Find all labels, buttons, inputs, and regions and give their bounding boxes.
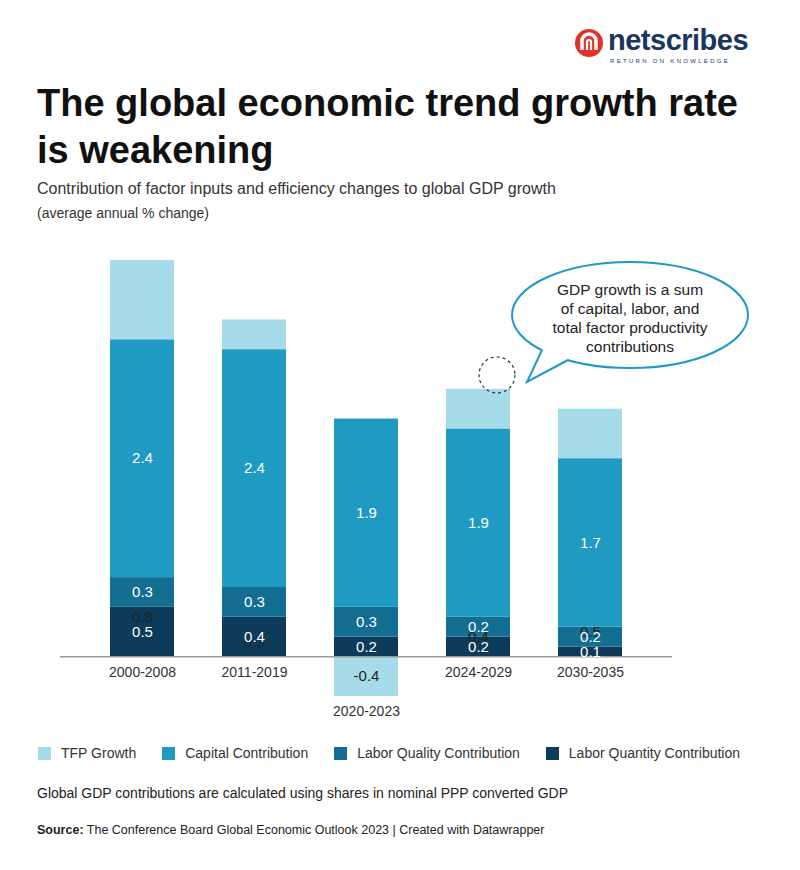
svg-text:0.8: 0.8: [132, 608, 153, 625]
svg-text:1.9: 1.9: [468, 514, 489, 531]
svg-text:0.5: 0.5: [132, 623, 153, 640]
svg-text:0.2: 0.2: [468, 618, 489, 635]
svg-text:0.2: 0.2: [468, 638, 489, 655]
svg-text:0.1: 0.1: [580, 643, 601, 660]
html-text:(average annual % change): (average annual % change): [37, 205, 209, 221]
svg-text:contributions: contributions: [586, 338, 674, 355]
svg-text:2.4: 2.4: [244, 459, 265, 476]
html-text:Capital Contribution: Capital Contribution: [185, 745, 309, 761]
svg-text:2024-2029: 2024-2029: [445, 664, 512, 680]
svg-text:2000-2008: 2000-2008: [109, 664, 176, 680]
svg-text:total factor productivity: total factor productivity: [552, 319, 707, 336]
html-text:netscribes: netscribes: [608, 24, 749, 56]
html-text:Source: The Conference Board G: Source: The Conference Board Global Econ…: [37, 823, 545, 837]
svg-text:GDP growth is a sum: GDP growth is a sum: [557, 281, 703, 298]
svg-text:2020-2023: 2020-2023: [333, 703, 400, 719]
svg-text:2.4: 2.4: [132, 449, 153, 466]
html-text:Labor Quality Contribution: Labor Quality Contribution: [357, 745, 520, 761]
svg-text:0.2: 0.2: [580, 628, 601, 645]
svg-text:1.9: 1.9: [356, 504, 377, 521]
svg-text:0.3: 0.3: [244, 593, 265, 610]
html-text:RETURN ON KNOWLEDGE: RETURN ON KNOWLEDGE: [610, 58, 730, 64]
html-text:Contribution of factor inputs: Contribution of factor inputs and effici…: [37, 180, 556, 197]
svg-text:0.4: 0.4: [244, 628, 265, 645]
svg-text:of capital, labor, and: of capital, labor, and: [561, 300, 700, 317]
svg-text:1.7: 1.7: [580, 534, 601, 551]
svg-text:0.3: 0.3: [132, 583, 153, 600]
svg-text:0.3: 0.3: [356, 613, 377, 630]
svg-text:0.2: 0.2: [356, 638, 377, 655]
html-text:Labor Quantity Contribution: Labor Quantity Contribution: [568, 745, 740, 761]
html-text:Global GDP contributions are c: Global GDP contributions are calculated …: [37, 785, 568, 801]
html-text:The global economic trend grow: The global economic trend growth rate is…: [37, 82, 738, 171]
svg-text:2011-2019: 2011-2019: [222, 664, 288, 680]
svg-text:-0.4: -0.4: [354, 667, 380, 684]
html-text:TFP Growth: TFP Growth: [61, 745, 137, 761]
svg-text:2030-2035: 2030-2035: [557, 664, 624, 680]
